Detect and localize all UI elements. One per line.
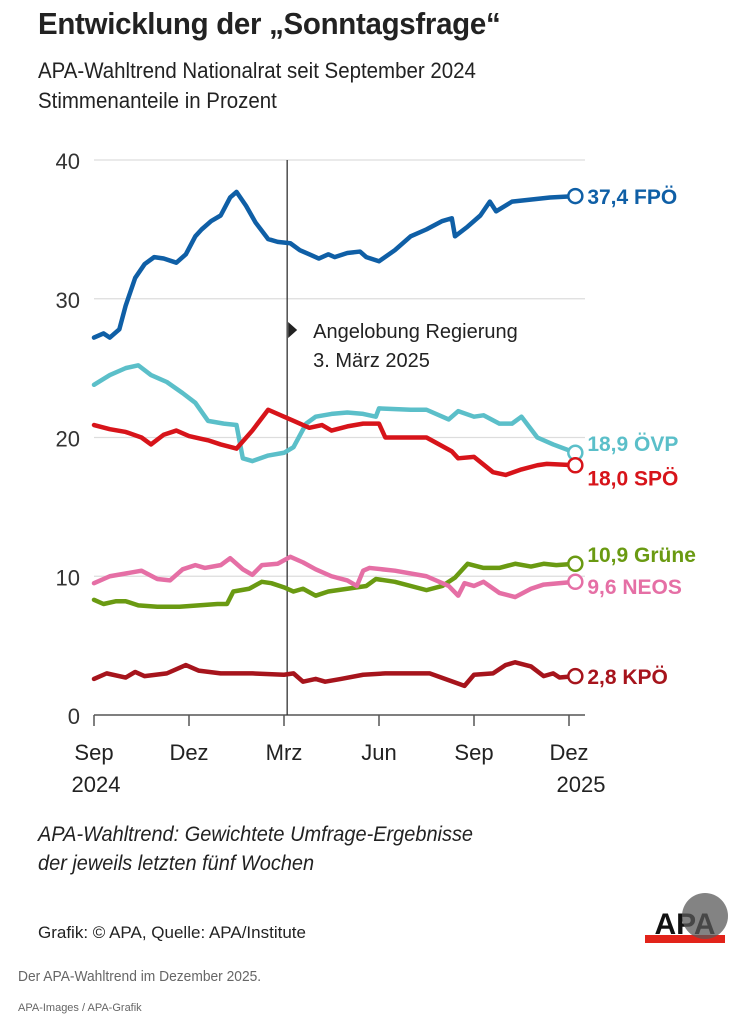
series-line-neos bbox=[91, 554, 578, 600]
series-end-labels: 37,4 FPÖ 18,9 ÖVP 18,0 SPÖ 10,9 Grüne 9,6 NE… bbox=[567, 186, 696, 689]
apa-logo-bar bbox=[645, 935, 725, 943]
note-line-1: APA-Wahltrend: Gewichtete Umfrage-Ergebn… bbox=[38, 823, 474, 846]
end-marker-kpö bbox=[567, 667, 584, 685]
chart-subtitle: APA-Wahltrend Nationalrat seit September… bbox=[38, 56, 476, 116]
y-axis-tick-labels: 0 10 20 30 40 bbox=[56, 149, 80, 729]
x-tick-year-label: 2024 bbox=[72, 772, 121, 797]
y-tick-label: 0 bbox=[68, 704, 80, 729]
annotation-text-line-2: 3. März 2025 bbox=[313, 350, 430, 372]
end-label-kpö: 2,8 KPÖ bbox=[587, 666, 668, 689]
methodology-note: APA-Wahltrend: Gewichtete Umfrage-Ergebn… bbox=[38, 820, 473, 878]
image-source: APA-Images / APA-Grafik bbox=[18, 1002, 142, 1014]
x-axis: Sep 2024 Dez Mrz Jun Sep Dez 2025 bbox=[72, 714, 606, 797]
series-lines bbox=[91, 189, 578, 689]
subtitle-line-1: APA-Wahltrend Nationalrat seit September… bbox=[38, 58, 476, 83]
annotation-text-line-1: Angelobung Regierung bbox=[313, 321, 518, 343]
x-tick-label: Sep bbox=[74, 740, 113, 765]
note-line-2: der jeweils letzten fünf Wochen bbox=[38, 852, 315, 875]
series-line-övp bbox=[91, 363, 578, 464]
end-label-övp: 18,9 ÖVP bbox=[587, 433, 678, 456]
x-tick-label: Dez bbox=[549, 740, 588, 765]
series-line-grüne bbox=[91, 561, 578, 610]
end-marker-spö bbox=[567, 457, 584, 474]
annotation-government: Angelobung Regierung 3. März 2025 bbox=[286, 160, 518, 715]
series-line-spö bbox=[91, 407, 578, 478]
series-line-kpö bbox=[91, 660, 578, 689]
x-tick-label: Dez bbox=[169, 740, 208, 765]
end-label-spö: 18,0 SPÖ bbox=[587, 467, 678, 490]
subtitle-line-2: Stimmenanteile in Prozent bbox=[38, 88, 277, 113]
chart-title: Entwicklung der „Sonntagsfrage“ bbox=[38, 6, 501, 41]
series-line-fpö bbox=[91, 189, 578, 340]
zoom-overlay-button[interactable] bbox=[682, 893, 728, 939]
x-tick-label: Jun bbox=[361, 740, 396, 765]
end-marker-neos bbox=[567, 573, 584, 591]
x-tick-year-label: 2025 bbox=[557, 772, 606, 797]
x-tick-label: Sep bbox=[454, 740, 493, 765]
end-marker-grüne bbox=[567, 555, 584, 573]
y-tick-label: 30 bbox=[56, 288, 80, 313]
end-label-fpö: 37,4 FPÖ bbox=[587, 186, 677, 209]
end-marker-fpö bbox=[567, 187, 584, 205]
end-label-neos: 9,6 NEOS bbox=[587, 576, 682, 599]
end-label-grüne: 10,9 Grüne bbox=[587, 544, 696, 567]
x-tick-label: Mrz bbox=[266, 740, 303, 765]
line-chart: 0 10 20 30 40 Sep 2024 Dez Mrz Jun Sep Dez 2025 Ang… bbox=[56, 149, 696, 797]
graphic-credit: Grafik: © APA, Quelle: APA/Institute bbox=[38, 923, 306, 942]
y-tick-label: 40 bbox=[56, 149, 80, 174]
image-caption: Der APA-Wahltrend im Dezember 2025. bbox=[18, 968, 262, 985]
y-tick-label: 10 bbox=[56, 565, 80, 590]
y-tick-label: 20 bbox=[56, 427, 80, 452]
annotation-arrow-icon bbox=[288, 322, 298, 338]
